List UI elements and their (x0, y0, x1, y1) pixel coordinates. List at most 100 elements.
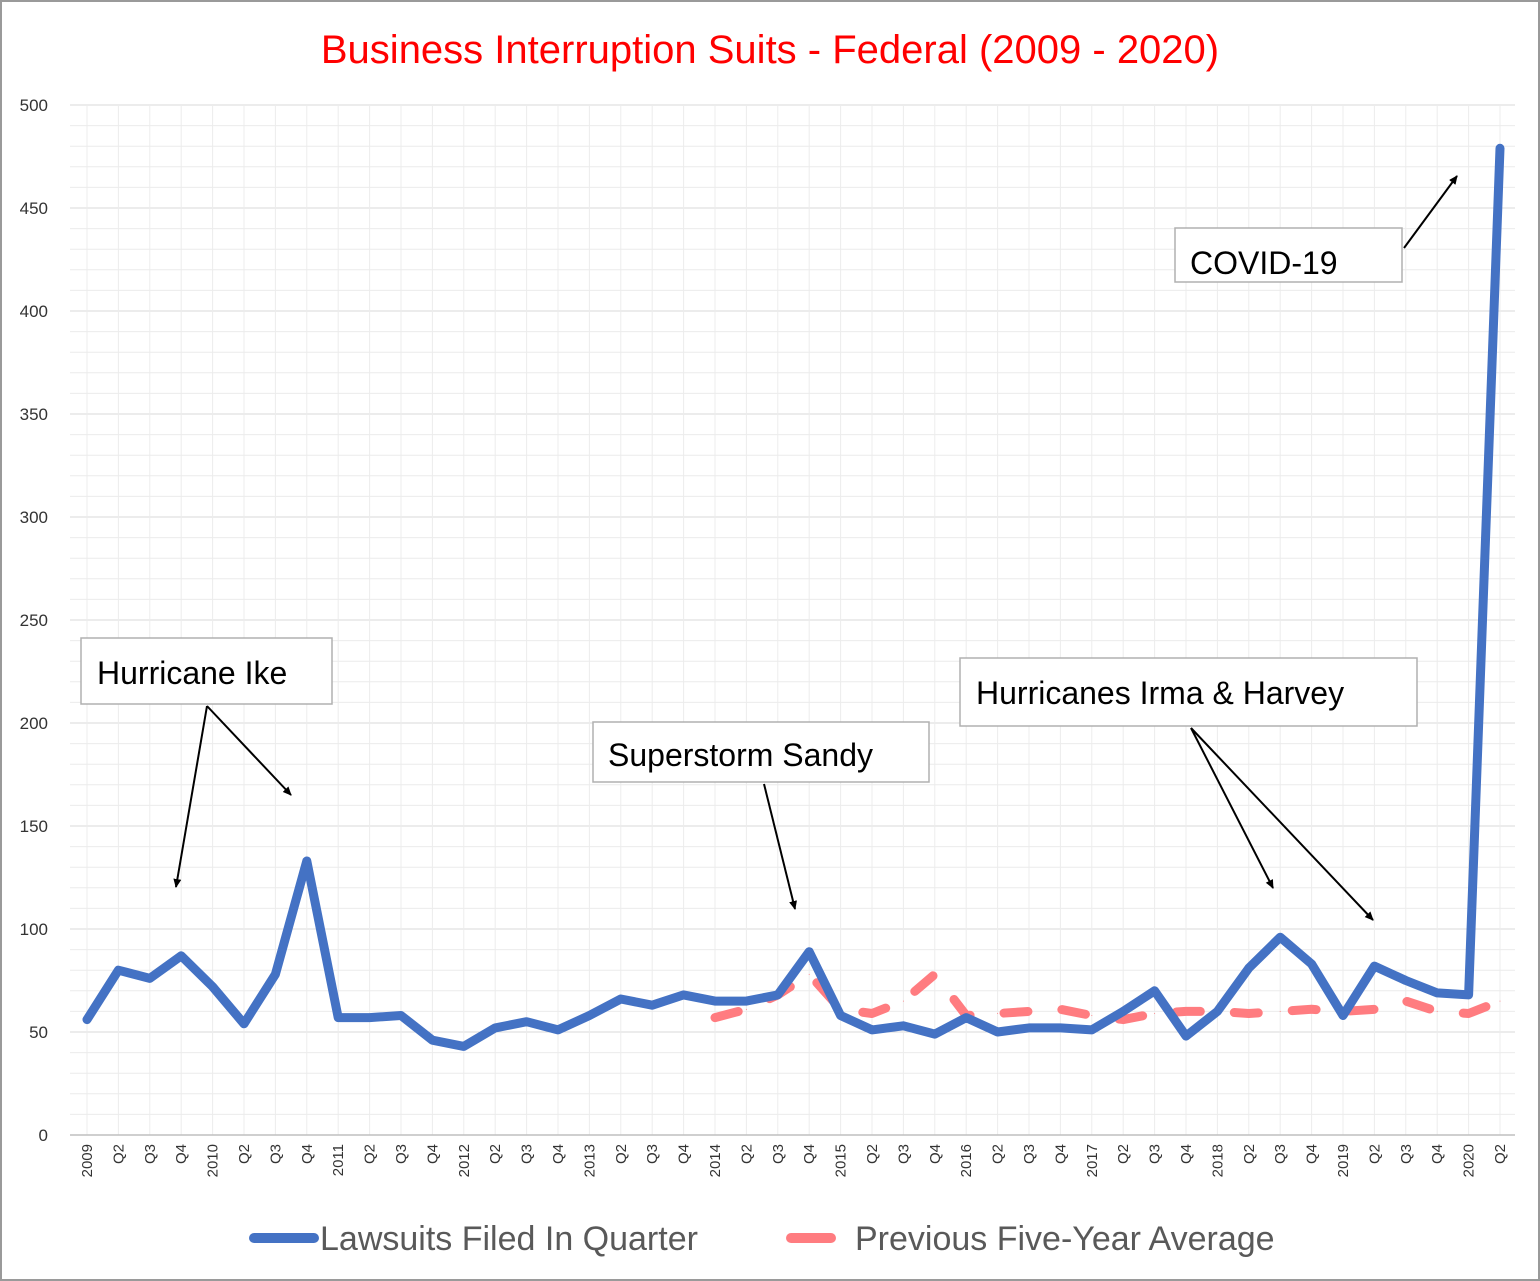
x-tick-label: Q4 (1429, 1144, 1446, 1164)
data-point-lawsuits (902, 1025, 904, 1027)
annotation-arrow (1403, 175, 1458, 249)
data-point-lawsuits (431, 1039, 433, 1041)
x-tick-label: Q3 (142, 1144, 159, 1164)
data-point-lawsuits (620, 998, 622, 1000)
data-point-five-year-average (1091, 1015, 1093, 1017)
annotation-hurricanes-irma-harvey: Hurricanes Irma & Harvey (959, 657, 1418, 921)
data-point-lawsuits (934, 1033, 936, 1035)
annotation-arrow (1190, 727, 1274, 889)
x-tick-label: 2010 (205, 1144, 222, 1177)
x-tick-label: Q2 (487, 1144, 504, 1164)
data-point-lawsuits (871, 1029, 873, 1031)
y-tick-label: 500 (20, 96, 48, 115)
series-line-lawsuits (82, 143, 1505, 1051)
data-point-lawsuits (369, 1017, 371, 1019)
data-point-lawsuits (997, 1031, 999, 1033)
x-tick-label: Q2 (1492, 1144, 1509, 1164)
chart-title: Business Interruption Suits - Federal (2… (321, 28, 1219, 72)
data-point-lawsuits (1154, 990, 1156, 992)
data-point-five-year-average (1248, 1012, 1250, 1014)
data-point-lawsuits (588, 1015, 590, 1017)
data-point-lawsuits (1059, 1027, 1061, 1029)
x-tick-label: Q2 (1366, 1144, 1383, 1164)
x-tick-label: Q3 (267, 1144, 284, 1164)
x-tick-label: Q4 (676, 1144, 693, 1164)
x-tick-label: Q4 (1304, 1144, 1321, 1164)
annotation-label: COVID-19 (1190, 245, 1338, 281)
data-point-lawsuits (714, 1000, 716, 1002)
x-tick-label: 2017 (1084, 1144, 1101, 1177)
data-point-five-year-average (1028, 1010, 1030, 1012)
x-tick-label: 2015 (833, 1144, 850, 1177)
annotation-arrow (173, 705, 208, 888)
data-point-lawsuits (180, 955, 182, 957)
data-point-five-year-average (1059, 1008, 1061, 1010)
annotation-arrow (1190, 727, 1374, 921)
annotation-covid-19: COVID-19 (1174, 175, 1458, 283)
data-point-lawsuits (1028, 1027, 1030, 1029)
data-point-five-year-average (934, 973, 936, 975)
x-tick-label: Q2 (110, 1144, 127, 1164)
x-tick-label: Q3 (770, 1144, 787, 1164)
data-point-lawsuits (212, 986, 214, 988)
y-tick-label: 100 (20, 920, 48, 939)
x-tick-label: Q4 (801, 1144, 818, 1164)
data-point-lawsuits (149, 977, 151, 979)
annotation-label: Superstorm Sandy (608, 737, 873, 773)
legend-label-average: Previous Five-Year Average (855, 1220, 1275, 1258)
y-tick-label: 50 (29, 1023, 48, 1042)
data-point-five-year-average (902, 1000, 904, 1002)
x-tick-label: Q3 (644, 1144, 661, 1164)
data-point-lawsuits (683, 994, 685, 996)
y-tick-label: 350 (20, 405, 48, 424)
data-point-lawsuits (1468, 994, 1470, 996)
y-axis: 0 50 100 150 200 250 300 350 400 450 500 (20, 96, 48, 1145)
x-tick-label: Q4 (173, 1144, 190, 1164)
data-point-five-year-average (997, 1012, 999, 1014)
x-tick-label: Q4 (550, 1144, 567, 1164)
annotation-label: Hurricane Ike (97, 655, 287, 691)
annotation-box (80, 637, 333, 705)
annotation-box (1174, 227, 1403, 283)
y-tick-label: 200 (20, 714, 48, 733)
data-point-lawsuits (1279, 936, 1281, 938)
x-tick-label: Q2 (1115, 1144, 1132, 1164)
data-point-lawsuits (1499, 147, 1501, 149)
data-point-five-year-average (1311, 1008, 1313, 1010)
x-tick-label: Q2 (362, 1144, 379, 1164)
data-point-five-year-average (1499, 1000, 1501, 1002)
x-tick-label: Q3 (1021, 1144, 1038, 1164)
data-point-lawsuits (651, 1004, 653, 1006)
data-point-lawsuits (306, 860, 308, 862)
y-tick-label: 450 (20, 199, 48, 218)
x-tick-label: Q2 (236, 1144, 253, 1164)
data-point-lawsuits (745, 1000, 747, 1002)
data-point-five-year-average (1373, 1008, 1375, 1010)
x-tick-label: 2012 (456, 1144, 473, 1177)
x-tick-label: Q4 (1052, 1144, 1069, 1164)
x-tick-label: 2018 (1209, 1144, 1226, 1177)
x-tick-label: Q2 (990, 1144, 1007, 1164)
data-point-five-year-average (871, 1012, 873, 1014)
data-point-lawsuits (1342, 1015, 1344, 1017)
x-tick-label: Q3 (1398, 1144, 1415, 1164)
legend-label-lawsuits: Lawsuits Filed In Quarter (320, 1220, 698, 1258)
x-tick-label: 2014 (707, 1144, 724, 1177)
data-point-five-year-average (1154, 1012, 1156, 1014)
annotation-superstorm-sandy: Superstorm Sandy (592, 721, 930, 910)
data-point-lawsuits (1185, 1035, 1187, 1037)
data-point-lawsuits (808, 951, 810, 953)
annotation-label: Hurricanes Irma & Harvey (976, 675, 1344, 711)
legend: Lawsuits Filed In Quarter Previous Five-… (249, 1220, 1275, 1258)
x-tick-label: Q3 (393, 1144, 410, 1164)
x-tick-label: Q3 (1272, 1144, 1289, 1164)
data-point-five-year-average (714, 1017, 716, 1019)
data-point-five-year-average (1405, 1000, 1407, 1002)
data-point-lawsuits (1248, 967, 1250, 969)
data-point-lawsuits (117, 969, 119, 971)
x-tick-label: 2013 (581, 1144, 598, 1177)
x-tick-label: Q2 (738, 1144, 755, 1164)
data-point-lawsuits (400, 1015, 402, 1017)
